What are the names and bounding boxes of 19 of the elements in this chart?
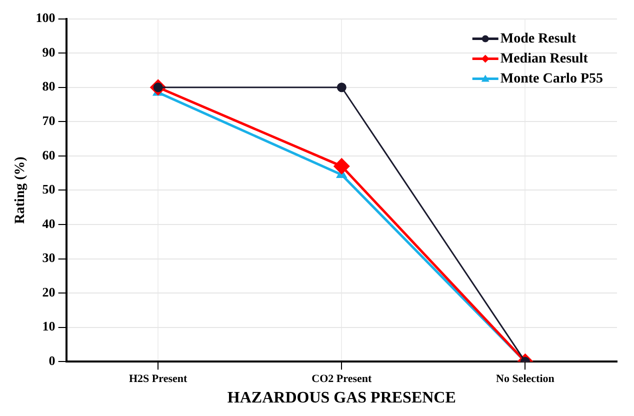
- y-tick-label: 80: [42, 78, 56, 94]
- y-axis-title: Rating (%): [13, 156, 28, 224]
- y-tick-label: 0: [48, 352, 56, 368]
- y-tick-label: 10: [42, 318, 56, 334]
- y-tick-label: 50: [42, 182, 56, 197]
- y-tick-label: 40: [42, 216, 56, 231]
- y-tick-label: 60: [42, 147, 56, 162]
- x-tick-label: H2S Present: [129, 373, 188, 386]
- y-tick-label: 30: [42, 250, 56, 266]
- x-tick-label: CO2 Present: [312, 373, 372, 386]
- x-axis-title: HAZARDOUS GAS PRESENCE: [227, 390, 456, 407]
- y-tick-label: 70: [42, 113, 56, 128]
- y-tick-label: 100: [36, 10, 56, 26]
- legend-label: Mode Result: [500, 31, 577, 46]
- y-tick-label: 90: [42, 44, 56, 60]
- x-tick-label: No Selection: [496, 373, 554, 386]
- y-tick-label: 20: [42, 284, 56, 300]
- legend-label: Median Result: [500, 51, 588, 66]
- legend-label: Monte Carlo P55: [500, 71, 604, 86]
